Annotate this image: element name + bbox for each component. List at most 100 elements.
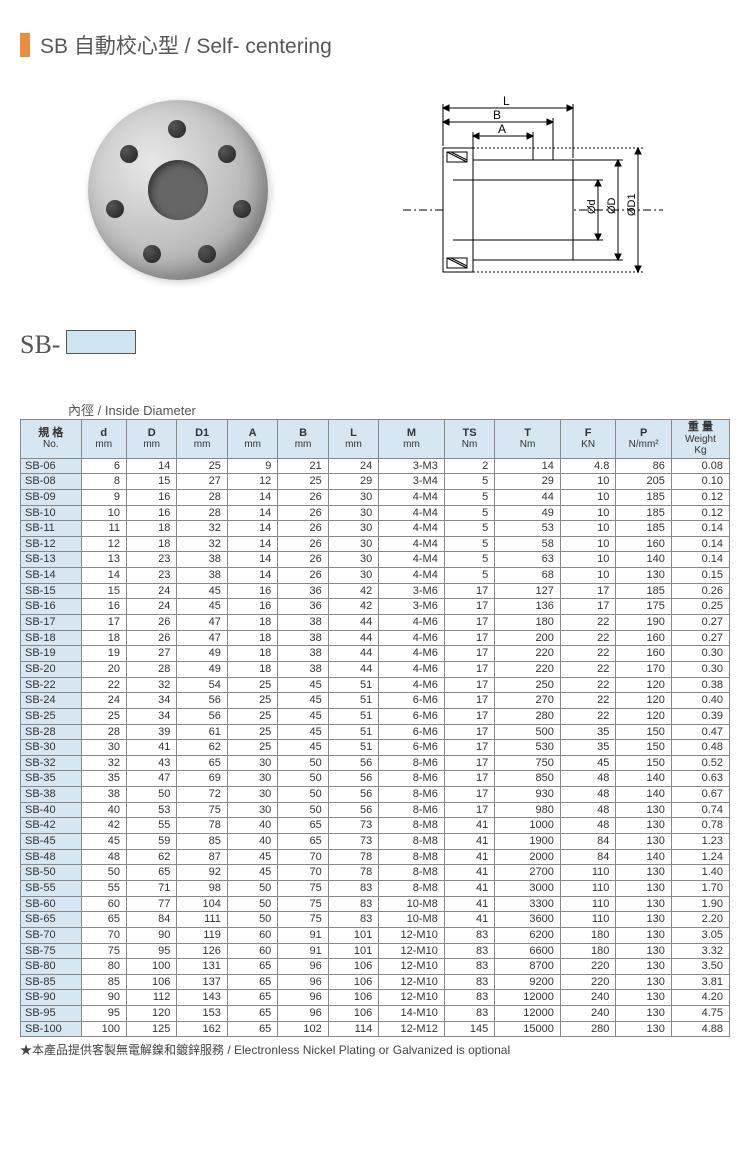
table-cell: 6-M6 xyxy=(379,724,445,740)
table-cell: 87 xyxy=(177,849,227,865)
table-cell: 106 xyxy=(328,959,378,975)
col-header: Dmm xyxy=(126,420,176,459)
table-cell: 32 xyxy=(81,755,126,771)
table-cell: 19 xyxy=(81,646,126,662)
table-cell: 35 xyxy=(560,740,616,756)
table-cell: 3.05 xyxy=(671,927,729,943)
table-cell: 0.74 xyxy=(671,802,729,818)
table-cell: SB-16 xyxy=(21,599,82,615)
table-cell: 49 xyxy=(177,646,227,662)
table-row: SB-60607710450758310-M84133001101301.90 xyxy=(21,896,730,912)
table-cell: 73 xyxy=(328,818,378,834)
table-cell: 63 xyxy=(495,552,561,568)
table-row: SB-505065924570788-M84127001101301.40 xyxy=(21,865,730,881)
spec-table: 規 格No.dmmDmmD1mmAmmBmmLmmMmmTSNmTNmFKNPN… xyxy=(20,419,730,1037)
table-cell: 29 xyxy=(495,474,561,490)
table-cell: 10 xyxy=(560,536,616,552)
table-cell: 50 xyxy=(227,880,277,896)
table-cell: SB-80 xyxy=(21,959,82,975)
table-cell: 220 xyxy=(560,974,616,990)
table-cell: 50 xyxy=(126,787,176,803)
table-cell: 10-M8 xyxy=(379,912,445,928)
table-cell: 49 xyxy=(495,505,561,521)
page-title: SB 自動校心型 / Self- centering xyxy=(40,30,332,60)
table-cell: 3.32 xyxy=(671,943,729,959)
table-cell: 4-M4 xyxy=(379,552,445,568)
col-header: FKN xyxy=(560,420,616,459)
table-cell: 137 xyxy=(177,974,227,990)
table-cell: 110 xyxy=(560,865,616,881)
table-cell: 120 xyxy=(616,677,672,693)
table-cell: 96 xyxy=(278,1006,328,1022)
table-cell: 65 xyxy=(278,818,328,834)
part-number-box xyxy=(66,330,136,354)
table-cell: 4-M4 xyxy=(379,568,445,584)
table-cell: 130 xyxy=(616,568,672,584)
table-cell: 130 xyxy=(616,880,672,896)
table-cell: 14 xyxy=(81,568,126,584)
table-cell: 14 xyxy=(227,521,277,537)
table-cell: 84 xyxy=(126,912,176,928)
table-cell: 17 xyxy=(444,802,494,818)
table-cell: 0.63 xyxy=(671,771,729,787)
table-cell: 0.14 xyxy=(671,552,729,568)
table-row: SB-141423381426304-M4568101300.15 xyxy=(21,568,730,584)
table-cell: 36 xyxy=(278,583,328,599)
table-cell: 5 xyxy=(444,505,494,521)
table-cell: 51 xyxy=(328,677,378,693)
col-header: Lmm xyxy=(328,420,378,459)
table-cell: 26 xyxy=(278,505,328,521)
table-cell: 5 xyxy=(444,552,494,568)
table-cell: 150 xyxy=(616,740,672,756)
table-row: SB-242434562545516-M617270221200.40 xyxy=(21,693,730,709)
table-cell: 106 xyxy=(328,974,378,990)
table-cell: 17 xyxy=(444,755,494,771)
table-cell: 17 xyxy=(444,583,494,599)
table-cell: 83 xyxy=(444,943,494,959)
table-cell: 24 xyxy=(81,693,126,709)
table-cell: 26 xyxy=(278,536,328,552)
table-cell: 280 xyxy=(560,1021,616,1037)
table-cell: 17 xyxy=(444,646,494,662)
table-row: SB-09916281426304-M4544101850.12 xyxy=(21,489,730,505)
table-cell: 3.50 xyxy=(671,959,729,975)
page-header: SB 自動校心型 / Self- centering xyxy=(20,30,730,60)
table-cell: 62 xyxy=(126,849,176,865)
table-cell: 14 xyxy=(126,458,176,474)
table-cell: 22 xyxy=(560,693,616,709)
table-cell: 250 xyxy=(495,677,561,693)
table-cell: 22 xyxy=(560,661,616,677)
table-cell: 140 xyxy=(616,552,672,568)
table-cell: 175 xyxy=(616,599,672,615)
table-cell: 62 xyxy=(177,740,227,756)
table-cell: 130 xyxy=(616,943,672,959)
table-cell: 38 xyxy=(81,787,126,803)
table-cell: 45 xyxy=(177,599,227,615)
table-cell: SB-65 xyxy=(21,912,82,928)
table-cell: SB-11 xyxy=(21,521,82,537)
col-header: D1mm xyxy=(177,420,227,459)
table-cell: 101 xyxy=(328,943,378,959)
table-cell: 50 xyxy=(278,787,328,803)
table-cell: 17 xyxy=(444,661,494,677)
table-row: SB-484862874570788-M8412000841401.24 xyxy=(21,849,730,865)
table-cell: 3-M6 xyxy=(379,583,445,599)
table-cell: 1.90 xyxy=(671,896,729,912)
table-cell: 3-M4 xyxy=(379,474,445,490)
table-cell: 25 xyxy=(227,677,277,693)
table-cell: 41 xyxy=(444,912,494,928)
table-cell: 0.14 xyxy=(671,521,729,537)
dim-A-label: A xyxy=(498,122,506,136)
table-cell: 8-M6 xyxy=(379,771,445,787)
table-cell: 140 xyxy=(616,787,672,803)
product-photo xyxy=(88,100,268,280)
table-cell: 50 xyxy=(227,896,277,912)
table-cell: 17 xyxy=(444,693,494,709)
table-cell: 2700 xyxy=(495,865,561,881)
table-cell: 0.12 xyxy=(671,489,729,505)
table-cell: 42 xyxy=(81,818,126,834)
table-cell: 48 xyxy=(560,771,616,787)
table-cell: 130 xyxy=(616,865,672,881)
table-cell: 40 xyxy=(227,818,277,834)
table-cell: 32 xyxy=(177,536,227,552)
